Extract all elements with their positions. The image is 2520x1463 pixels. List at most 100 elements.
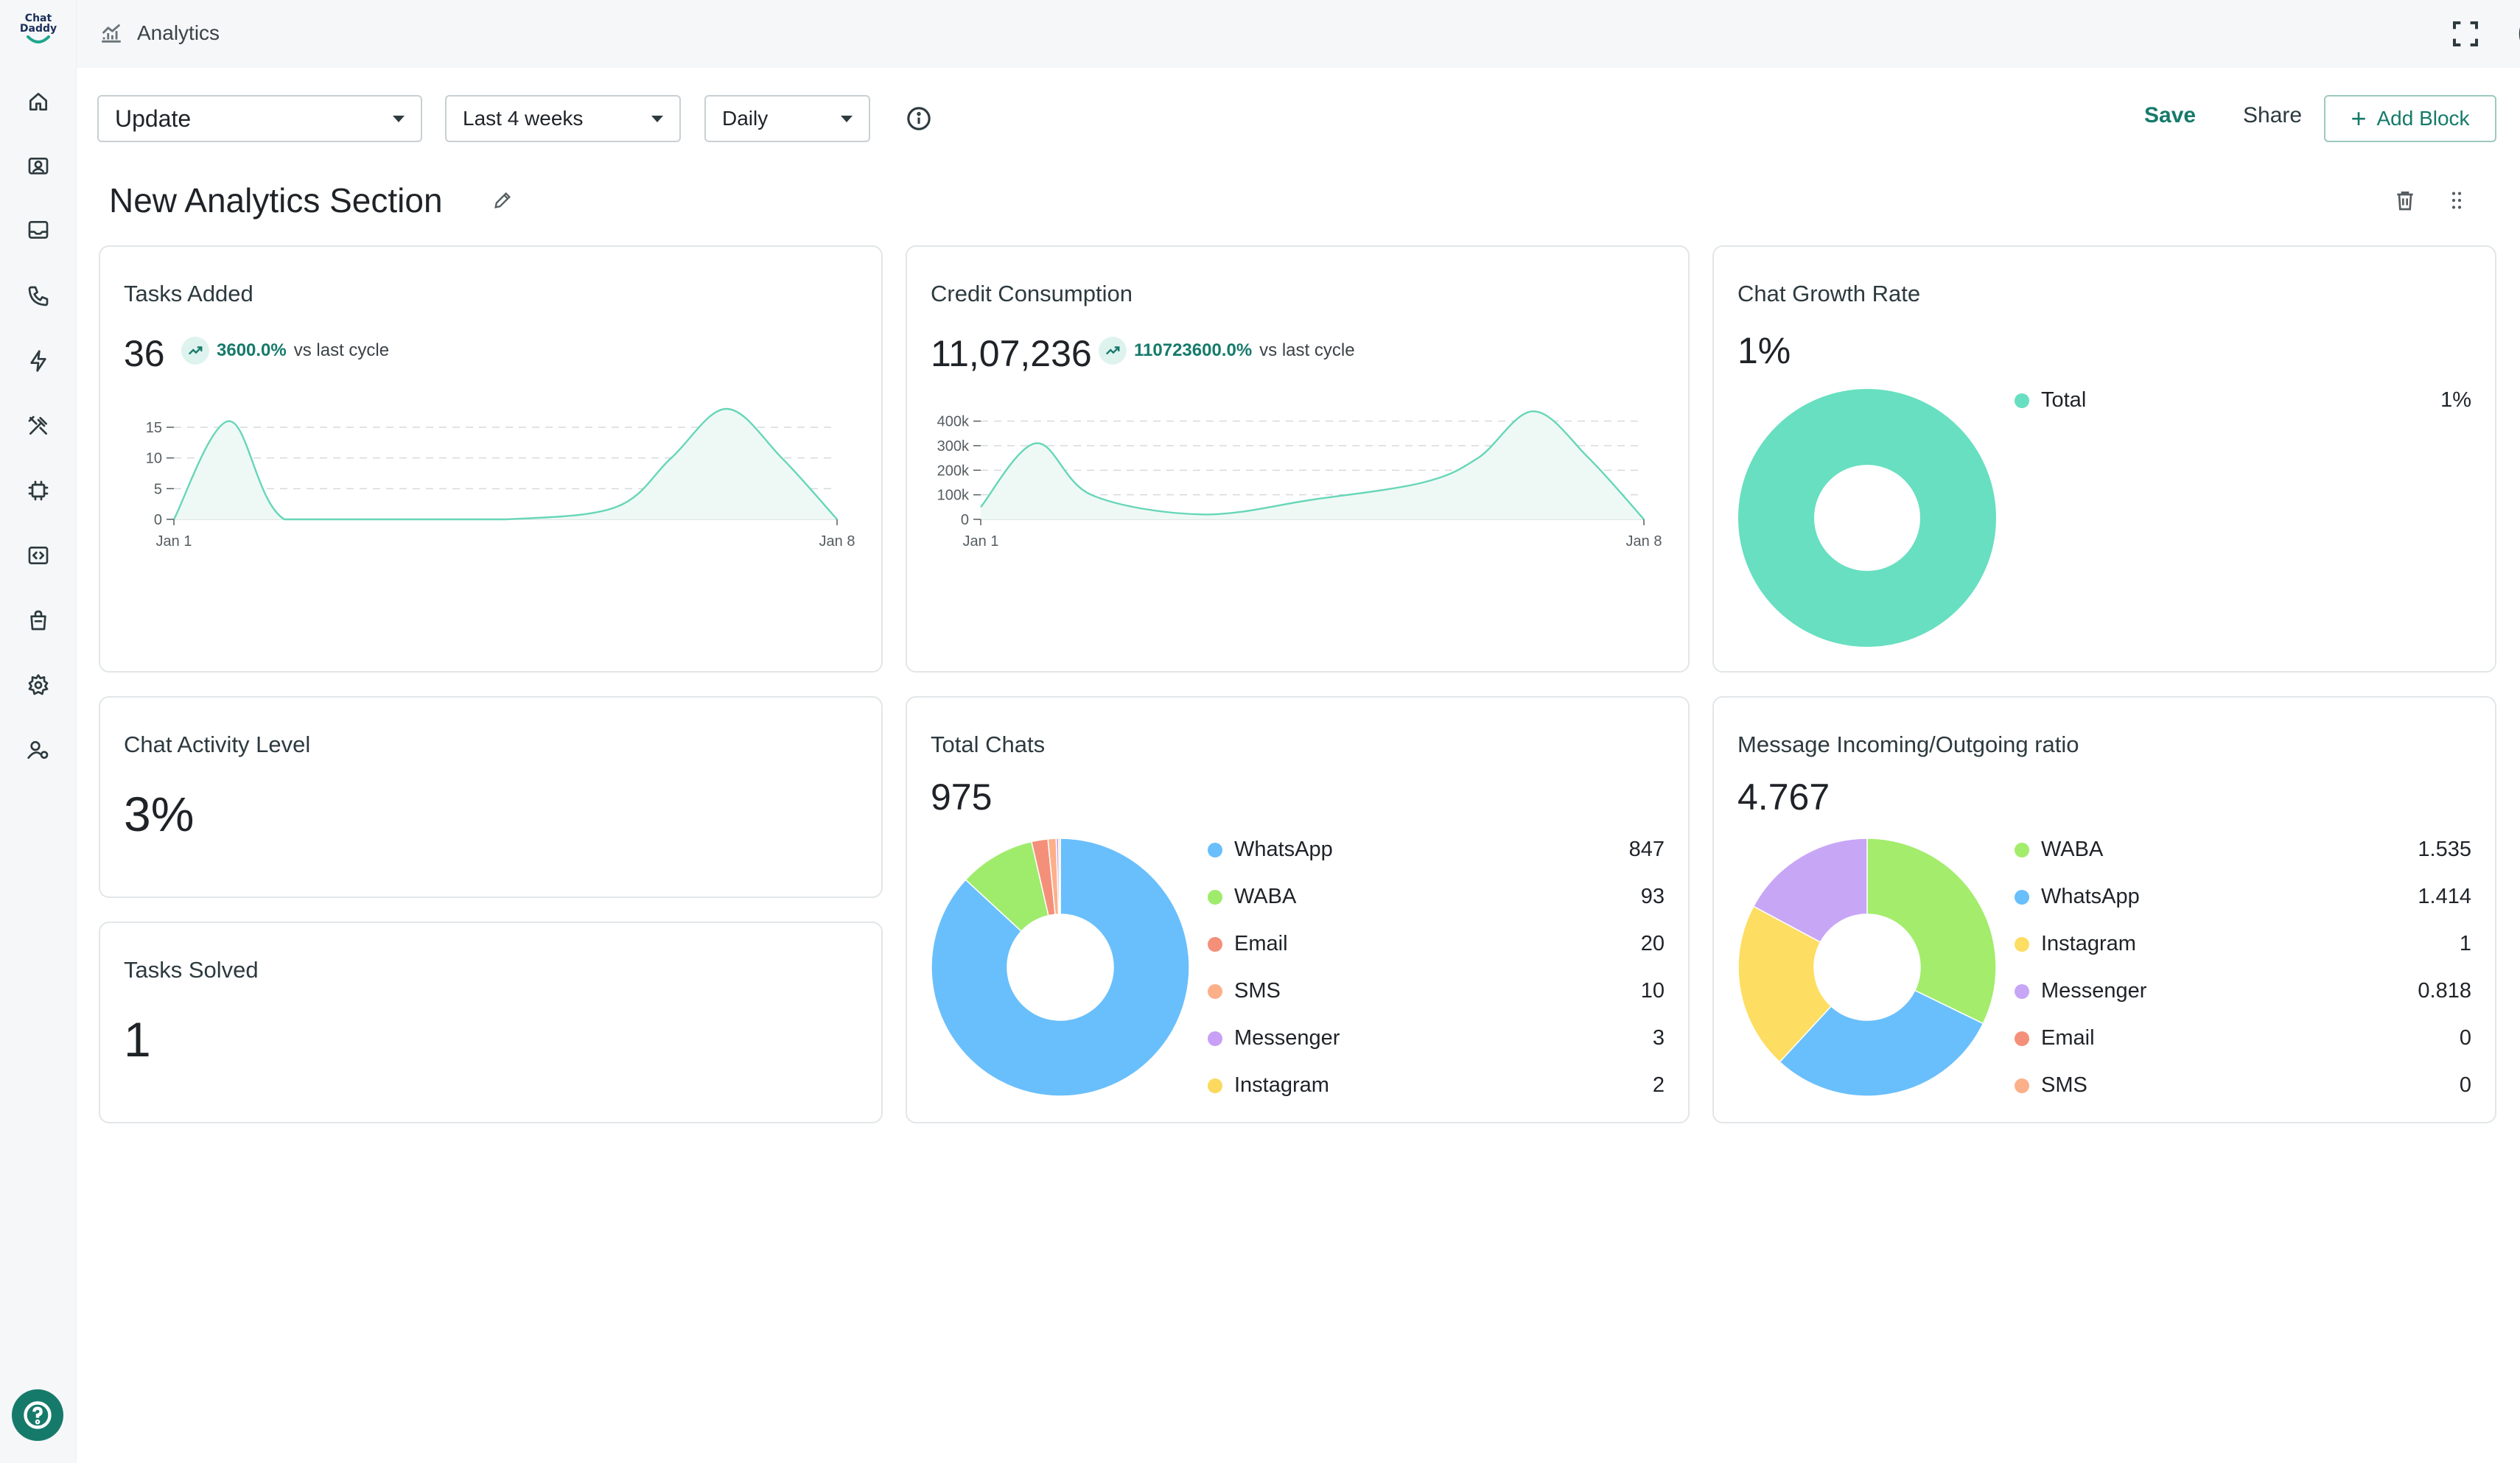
legend-value: 0.818 <box>2418 979 2471 1003</box>
chevron-down-icon <box>393 115 405 122</box>
legend-label: WABA <box>1234 885 1297 908</box>
add-block-label: Add Block <box>2376 107 2470 130</box>
y-tick-label: 15 <box>146 420 162 436</box>
legend-item-messenger[interactable]: Messenger <box>1208 1026 1340 1050</box>
trend-indicator: 3600.0% vs last cycle <box>181 337 389 365</box>
home-icon[interactable] <box>24 87 53 116</box>
info-icon[interactable] <box>906 106 931 131</box>
chat-growth-legend: Total 1% <box>2015 388 2471 639</box>
y-tick-label: 200k <box>937 463 970 479</box>
analytics-chart-icon <box>102 24 121 43</box>
trend-percent: 110723600.0% <box>1134 340 1253 360</box>
legend-value: 93 <box>1640 885 1665 908</box>
legend-label: Instagram <box>2041 932 2136 955</box>
ai-chip-icon[interactable] <box>24 476 53 505</box>
card-value: 4.767 <box>1737 776 1830 818</box>
chevron-down-icon <box>841 115 853 122</box>
tasks-added-chart: 0 5 10 15 Jan 1 Jan 8 <box>146 407 855 550</box>
legend-dot <box>1208 936 1222 952</box>
card-title: Chat Activity Level <box>124 732 311 757</box>
legend-item-waba[interactable]: WABA <box>1208 885 1296 909</box>
drag-handle-icon[interactable] <box>2445 189 2468 212</box>
legend-value: 20 <box>1640 932 1665 955</box>
add-block-button[interactable]: + Add Block <box>2324 95 2496 142</box>
shop-bag-icon[interactable] <box>24 606 53 635</box>
legend-item-waba[interactable]: WABA <box>2015 838 2103 862</box>
update-select-value: Update <box>115 105 192 132</box>
tools-icon[interactable] <box>24 411 53 441</box>
trending-up-icon <box>181 337 209 365</box>
card-value: 975 <box>931 776 993 818</box>
legend-label: Messenger <box>1234 1026 1340 1050</box>
legend-label: Email <box>2041 1026 2095 1050</box>
message-ratio-donut <box>1737 838 1997 1097</box>
period-select[interactable]: Last 4 weeks <box>445 95 681 142</box>
card-title: Chat Growth Rate <box>1737 281 1921 306</box>
period-select-value: Last 4 weeks <box>463 107 584 130</box>
legend-dot <box>2015 393 2029 408</box>
donut-slice-whatsapp <box>1779 989 1984 1097</box>
series-line <box>172 407 838 521</box>
donut-slice-total <box>1738 389 1996 647</box>
legend-item-instagram[interactable]: Instagram <box>2015 932 2136 956</box>
code-icon[interactable] <box>24 541 53 570</box>
legend-label: SMS <box>2041 1073 2087 1097</box>
team-settings-icon[interactable] <box>24 735 53 765</box>
legend-item-total[interactable]: Total <box>2015 388 2086 413</box>
card-value: 11,07,236 <box>931 333 1092 374</box>
legend-item-whatsapp[interactable]: WhatsApp <box>1208 838 1333 862</box>
legend-dot <box>2015 983 2029 999</box>
automation-bolt-icon[interactable] <box>24 346 53 376</box>
interval-select[interactable]: Daily <box>704 95 870 142</box>
logo-text-daddy: Daddy <box>19 23 57 35</box>
chat-growth-rate-card: Chat Growth Rate 1% Total 1% <box>1712 245 2496 673</box>
legend-item-sms[interactable]: SMS <box>1208 979 1281 1003</box>
legend-item-email[interactable]: Email <box>2015 1026 2095 1050</box>
legend-value: 1% <box>2440 388 2471 412</box>
legend-item-sms[interactable]: SMS <box>2015 1073 2087 1098</box>
legend-dot <box>1208 1031 1222 1046</box>
interval-select-value: Daily <box>722 107 769 130</box>
legend-label: WABA <box>2041 838 2104 861</box>
sidebar: Chat Daddy <box>0 0 77 1463</box>
fullscreen-icon[interactable] <box>2451 19 2480 49</box>
trash-icon[interactable] <box>2393 189 2417 212</box>
legend-item-email[interactable]: Email <box>1208 932 1288 956</box>
series-line <box>980 410 1645 520</box>
legend-dot <box>1208 983 1222 999</box>
update-select[interactable]: Update <box>97 95 422 142</box>
legend-item-instagram[interactable]: Instagram <box>1208 1073 1329 1098</box>
trend-percent: 3600.0% <box>217 340 287 360</box>
card-title: Credit Consumption <box>931 281 1133 306</box>
trend-indicator: 110723600.0% vs last cycle <box>1099 337 1355 365</box>
area-fill <box>981 411 1644 519</box>
legend-dot <box>2015 1078 2029 1093</box>
breadcrumb: Analytics <box>99 21 220 46</box>
section-title: New Analytics Section <box>109 181 443 220</box>
legend-item-messenger[interactable]: Messenger <box>2015 979 2146 1003</box>
legend-label: Instagram <box>1234 1073 1329 1097</box>
card-title: Tasks Solved <box>124 957 259 983</box>
settings-gear-icon[interactable] <box>24 670 53 700</box>
legend-value: 1 <box>2459 932 2471 955</box>
credit-consumption-chart: 0 100k 200k 300k 400k Jan 1 Jan 8 <box>937 410 1662 550</box>
chatdaddy-logo[interactable]: Chat Daddy <box>18 13 59 55</box>
legend-value: 3 <box>1652 1026 1665 1050</box>
plus-icon: + <box>2351 103 2367 133</box>
legend-value: 1.414 <box>2418 885 2471 908</box>
donut-slice-whatsapp <box>931 838 1190 1097</box>
pencil-edit-icon[interactable] <box>492 190 513 211</box>
card-value: 1% <box>1737 330 1791 371</box>
y-tick-label: 10 <box>146 451 162 467</box>
card-title: Total Chats <box>931 732 1046 757</box>
legend-dot <box>1208 889 1222 905</box>
legend-item-whatsapp[interactable]: WhatsApp <box>2015 885 2140 909</box>
share-button[interactable]: Share <box>2243 103 2303 127</box>
inbox-icon[interactable] <box>24 215 53 245</box>
phone-icon[interactable] <box>24 281 53 311</box>
save-button[interactable]: Save <box>2144 103 2197 127</box>
help-button[interactable] <box>12 1389 63 1441</box>
chat-activity-level-card: Chat Activity Level 3% <box>99 696 883 898</box>
legend-value: 1.535 <box>2418 838 2471 861</box>
contacts-icon[interactable] <box>24 152 53 181</box>
